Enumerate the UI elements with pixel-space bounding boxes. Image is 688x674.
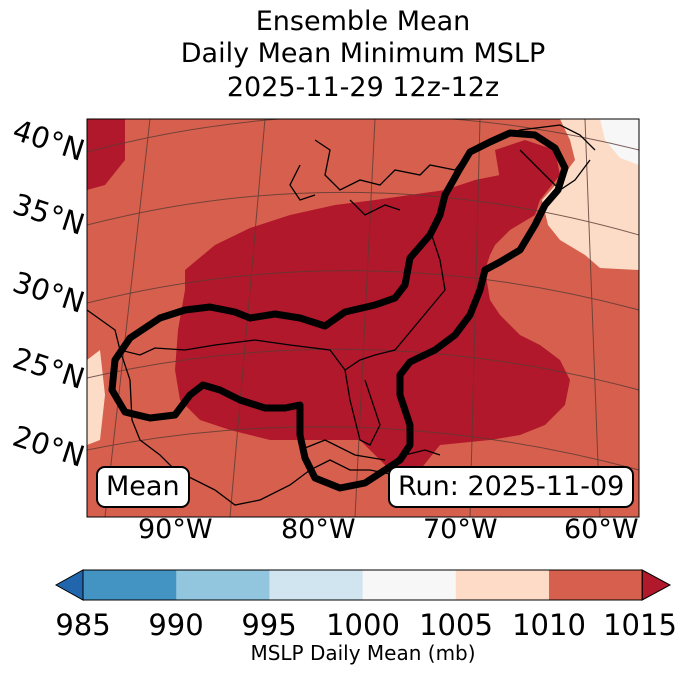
colorbar-tick-985: 985 [55,608,111,642]
colorbar-bin-1005-1010 [455,570,550,600]
mean-badge: Mean [96,466,190,508]
colorbar-outline [82,569,643,601]
colorbar-bin-985-990 [83,570,177,600]
colorbar-over-arrow [641,569,672,601]
colorbar-bin-990-995 [176,570,270,600]
colorbar-label: MSLP Daily Mean (mb) [250,641,476,665]
lon-label-60: 60°W [564,514,639,545]
colorbar-tick-1005: 1005 [419,608,493,642]
ensemble-contour [108,129,569,492]
title-line-3: 2025-11-29 12z-12z [226,72,500,103]
colorbar-tick-1015: 1015 [603,608,677,642]
fill-above-1015-main [87,119,125,190]
fill-above-1015-east [495,140,560,200]
colorbar-tick-1000: 1000 [326,608,400,642]
lon-label-70: 70°W [423,514,498,545]
colorbar-tick-995: 995 [241,608,297,642]
run-date-badge: Run: 2025-11-09 [388,466,635,508]
fill-1005-1010-northeast [542,119,639,270]
title-line-1: Ensemble Mean [255,6,471,37]
colorbar-bin-995-1000 [269,570,364,600]
colorbar-under-arrow [54,569,84,601]
colorbar-tick-990: 990 [148,608,204,642]
fill-1005-1010-west [87,350,105,445]
colorbar [54,569,672,601]
lon-label-80: 80°W [281,514,356,545]
colorbar-bin-1010-1015 [549,570,643,600]
colorbar-bin-1000-1005 [362,570,457,600]
colorbar-tick-1010: 1010 [512,608,586,642]
title-line-2: Daily Mean Minimum MSLP [180,38,546,69]
lon-label-90: 90°W [138,514,213,545]
fill-1000-1005-northeast [600,119,639,165]
